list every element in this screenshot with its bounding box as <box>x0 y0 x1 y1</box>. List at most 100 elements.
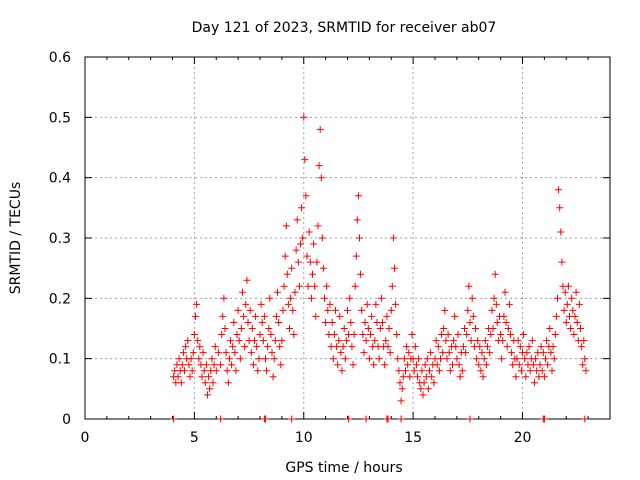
data-point <box>467 337 475 345</box>
data-point <box>389 234 397 242</box>
data-point <box>352 252 360 260</box>
data-point <box>417 385 425 393</box>
data-point <box>393 331 401 338</box>
data-point <box>405 349 413 357</box>
data-point <box>349 361 357 369</box>
data-point <box>428 373 436 381</box>
data-point <box>498 355 506 363</box>
data-point <box>236 355 244 363</box>
data-point <box>468 294 476 302</box>
data-point <box>270 355 278 363</box>
data-point <box>437 355 444 363</box>
data-point <box>198 373 206 381</box>
baseline-marker <box>540 415 548 423</box>
y-tick-label: 0 <box>62 412 71 428</box>
data-point <box>284 300 292 308</box>
data-point <box>251 337 258 345</box>
data-point <box>521 355 529 363</box>
data-point <box>324 306 332 314</box>
data-point <box>489 325 497 332</box>
data-point <box>365 355 373 363</box>
data-point <box>456 373 464 381</box>
data-point <box>515 361 523 369</box>
data-point <box>276 343 284 351</box>
data-point <box>342 337 350 345</box>
data-point <box>228 361 236 369</box>
data-point <box>450 337 458 345</box>
data-point <box>326 300 334 308</box>
data-point <box>252 312 260 320</box>
data-point <box>195 355 203 363</box>
data-point <box>452 343 460 351</box>
data-point <box>459 343 467 351</box>
data-point <box>499 337 507 345</box>
y-tick-label: 0.2 <box>49 291 71 307</box>
data-point <box>274 288 281 296</box>
data-point <box>382 337 390 345</box>
data-point <box>415 355 423 363</box>
data-point <box>571 312 579 320</box>
data-point <box>224 379 232 387</box>
data-point <box>221 325 229 332</box>
data-point <box>208 355 216 363</box>
data-point <box>563 300 571 308</box>
data-point <box>426 367 433 375</box>
data-point <box>581 355 589 363</box>
data-point <box>473 355 481 363</box>
data-point <box>283 270 291 278</box>
x-tick-label: 0 <box>81 430 90 446</box>
data-point <box>526 367 534 375</box>
data-point <box>469 312 477 320</box>
data-point <box>260 312 268 320</box>
data-point <box>558 258 566 266</box>
data-point <box>548 367 556 375</box>
data-point <box>184 337 192 345</box>
data-point <box>201 379 209 387</box>
y-tick-label: 0.1 <box>49 352 71 368</box>
data-point <box>237 325 245 332</box>
data-point <box>492 300 500 308</box>
data-point <box>300 113 308 121</box>
data-point <box>372 300 380 308</box>
data-point <box>314 222 322 230</box>
data-point <box>500 312 508 320</box>
data-point <box>232 367 240 375</box>
data-point <box>182 343 190 351</box>
data-point <box>434 343 442 351</box>
data-point <box>258 319 266 326</box>
data-point <box>186 373 194 381</box>
baseline-marker <box>362 415 370 423</box>
data-point <box>341 355 349 363</box>
data-point <box>233 331 241 338</box>
data-point <box>478 349 486 357</box>
data-point <box>520 331 528 338</box>
baseline-marker <box>170 415 178 423</box>
data-point <box>265 325 273 332</box>
data-point <box>230 319 238 326</box>
data-point <box>255 355 263 363</box>
data-point <box>442 337 450 345</box>
data-point <box>319 264 327 272</box>
data-point <box>269 373 277 381</box>
data-point <box>361 319 369 326</box>
data-point <box>206 385 214 393</box>
data-point <box>432 337 440 345</box>
data-point <box>376 325 384 332</box>
data-point <box>351 282 359 290</box>
data-point <box>525 343 533 351</box>
data-point <box>229 343 237 351</box>
data-point <box>218 331 226 338</box>
data-point <box>212 367 220 375</box>
data-point <box>463 331 471 338</box>
baseline-marker <box>217 415 225 423</box>
data-point <box>421 361 429 369</box>
data-point <box>199 349 207 357</box>
data-point <box>192 312 199 320</box>
data-point <box>225 355 233 363</box>
data-point <box>321 294 328 302</box>
data-point <box>209 379 217 387</box>
data-point <box>573 319 581 326</box>
y-tick-label: 0.5 <box>49 110 71 126</box>
data-point <box>493 319 501 326</box>
data-point <box>391 264 398 272</box>
